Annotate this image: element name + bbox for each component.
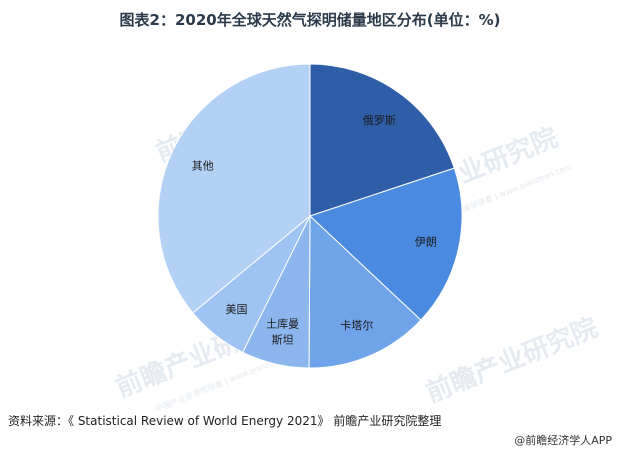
slice-label: 土库曼斯坦 — [266, 317, 299, 346]
slice-label: 美国 — [225, 303, 247, 316]
slice-label: 其他 — [192, 160, 214, 173]
slice-label: 伊朗 — [415, 235, 437, 248]
pie-slice — [308, 214, 422, 369]
pie-slice — [309, 167, 463, 321]
pie-slice — [309, 63, 455, 217]
brand-footer: @前瞻经济学人APP — [514, 434, 612, 447]
slice-label: 俄罗斯 — [363, 114, 396, 127]
slice-label: 卡塔尔 — [340, 319, 373, 332]
pie-slice — [157, 63, 311, 314]
chart-title: 图表2：2020年全球天然气探明储量地区分布(单位：%) — [119, 11, 501, 29]
source-note: 资料来源：《 Statistical Review of World Energ… — [8, 414, 442, 428]
